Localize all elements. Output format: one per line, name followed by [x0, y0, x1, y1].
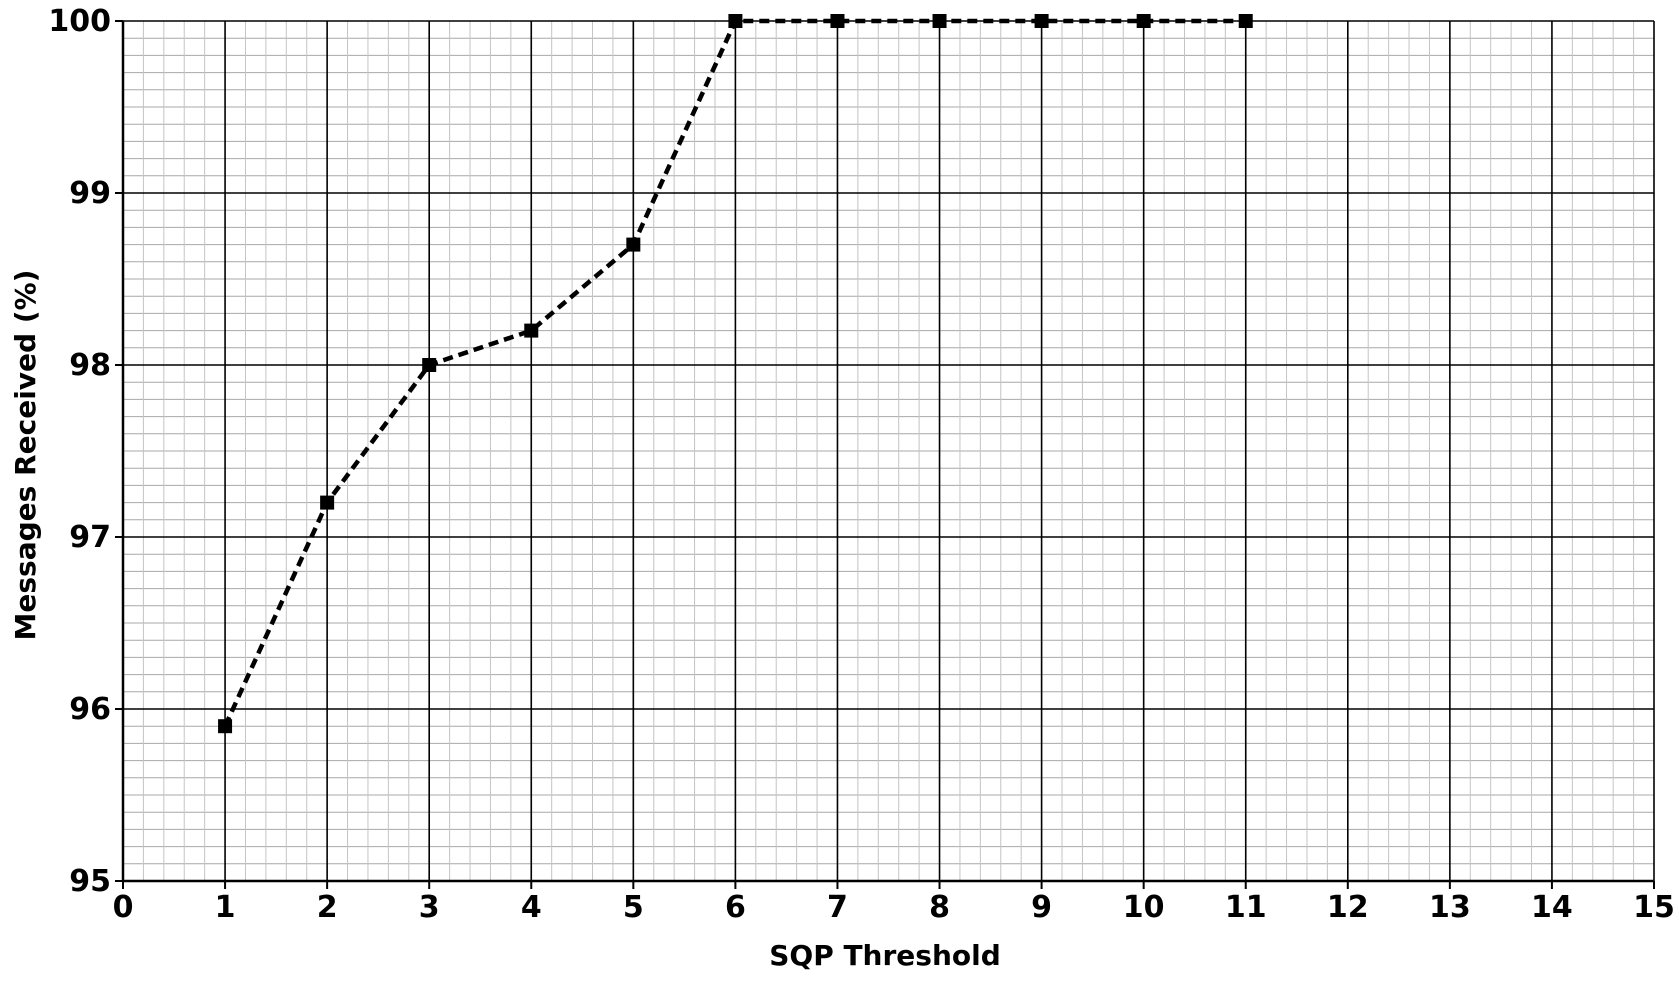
- x-tick-label: 10: [1123, 890, 1165, 925]
- x-tick-label: 0: [113, 890, 134, 925]
- x-tick-labels: 0 1 2 3 4 5 6 7 8 9 10 11 12 13 14 15: [113, 890, 1675, 925]
- data-point-marker: [320, 495, 335, 510]
- data-point-marker: [1136, 14, 1151, 28]
- x-tick-label: 2: [317, 890, 338, 925]
- data-point-marker: [1034, 14, 1049, 28]
- y-tick-label: 100: [48, 4, 111, 39]
- data-point-marker: [1238, 14, 1253, 28]
- x-tick-label: 15: [1633, 890, 1675, 925]
- data-point-marker: [626, 237, 641, 252]
- major-gridlines: [122, 20, 1655, 882]
- series-group: [218, 14, 1253, 734]
- x-tick-label: 11: [1225, 890, 1267, 925]
- y-tick-label: 95: [69, 864, 111, 899]
- data-point-marker: [728, 14, 743, 28]
- y-tick-label: 96: [69, 692, 111, 727]
- x-tick-label: 7: [827, 890, 848, 925]
- x-axis-label: SQP Threshold: [769, 939, 1001, 972]
- x-tick-label: 1: [215, 890, 236, 925]
- data-point-marker: [830, 14, 845, 28]
- y-tick-labels: 95 96 97 98 99 100: [48, 4, 111, 899]
- x-tick-label: 12: [1327, 890, 1369, 925]
- x-tick-label: 4: [521, 890, 542, 925]
- x-tick-label: 14: [1531, 890, 1573, 925]
- axes: [115, 20, 1655, 889]
- x-tick-label: 5: [623, 890, 644, 925]
- y-tick-label: 97: [69, 520, 111, 555]
- x-tick-label: 9: [1031, 890, 1052, 925]
- x-tick-label: 13: [1429, 890, 1471, 925]
- data-point-marker: [524, 323, 539, 338]
- y-tick-label: 98: [69, 348, 111, 383]
- data-point-marker: [422, 358, 437, 372]
- minor-gridlines: [123, 21, 1654, 881]
- x-tick-label: 3: [419, 890, 440, 925]
- x-tick-label: 8: [929, 890, 950, 925]
- x-tick-label: 6: [725, 890, 746, 925]
- y-tick-label: 99: [69, 176, 111, 211]
- y-axis-label: Messages Received (%): [9, 270, 42, 641]
- data-point-marker: [218, 719, 233, 734]
- data-point-marker: [932, 14, 947, 28]
